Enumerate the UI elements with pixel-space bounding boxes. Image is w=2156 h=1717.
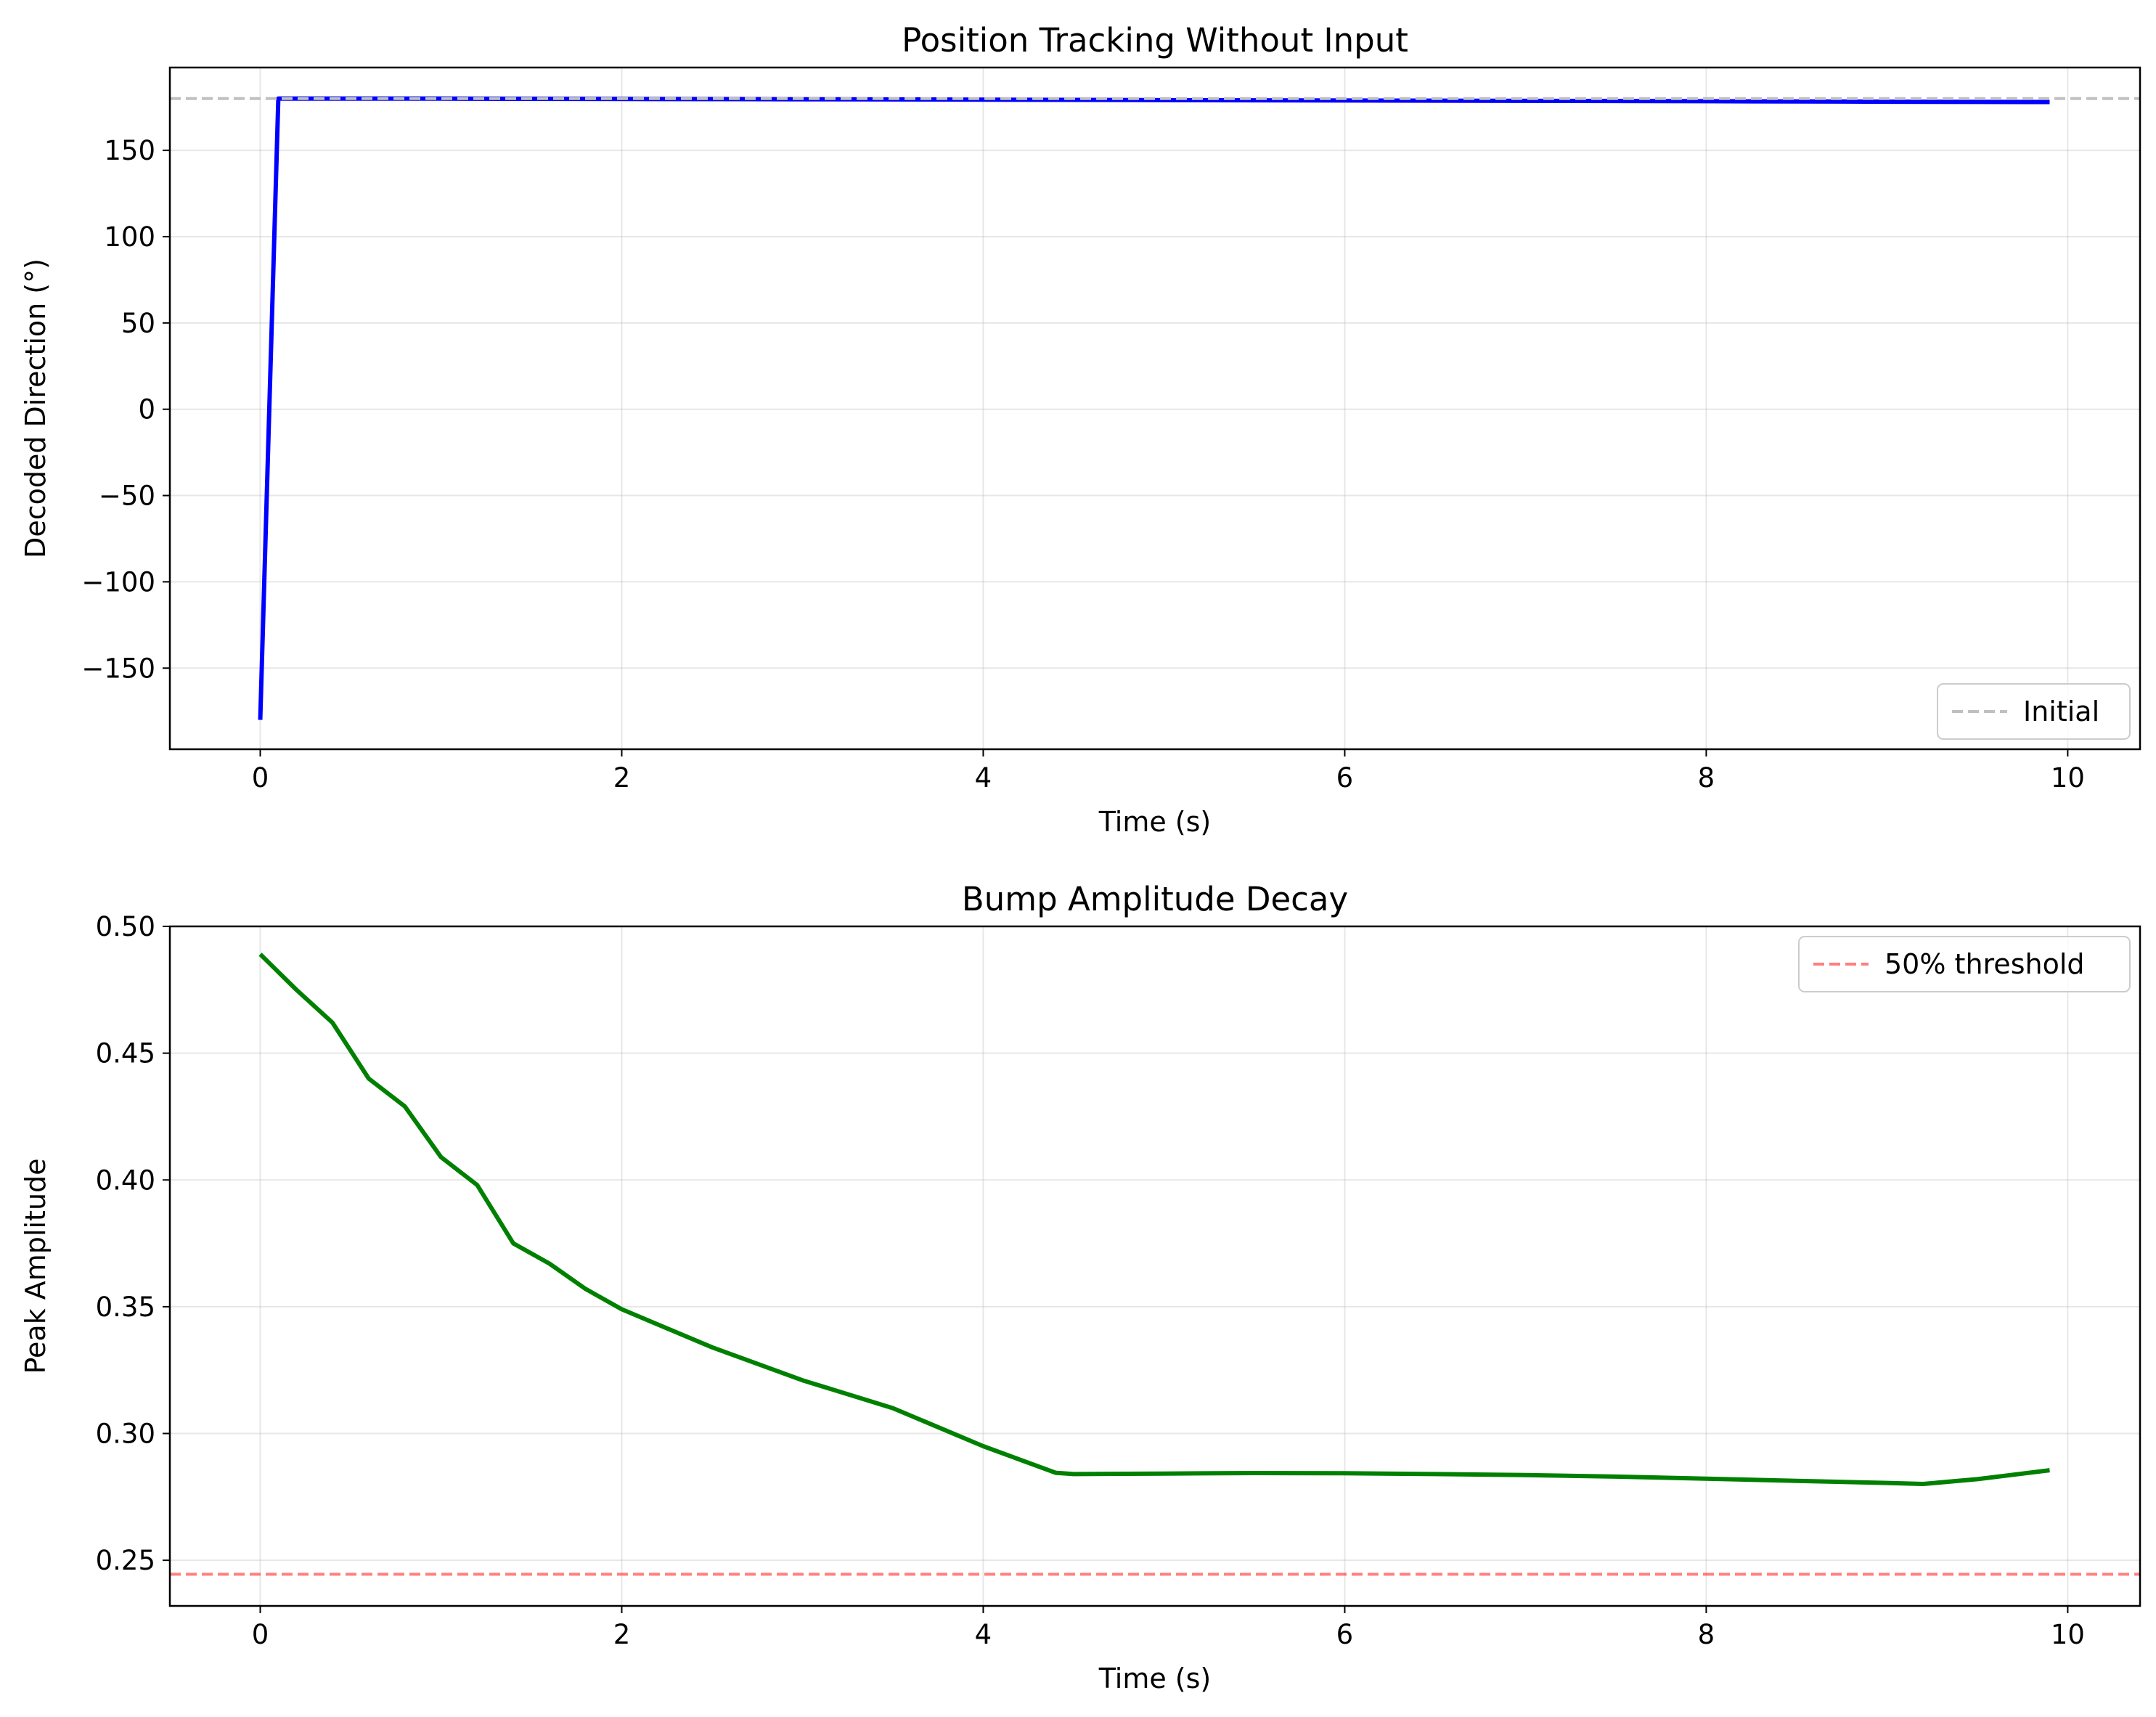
axes-frame	[168, 925, 2141, 1607]
x-tick-label: 10	[2051, 1619, 2085, 1650]
y-tick-label: 0.45	[96, 1038, 155, 1069]
x-tick-label: 6	[1336, 1619, 1354, 1650]
grid	[170, 926, 2140, 1606]
series	[170, 96, 2140, 720]
x-tick-label: 10	[2051, 762, 2085, 794]
y-tick-label: 0.40	[96, 1165, 155, 1196]
x-tick-label: 2	[613, 1619, 631, 1650]
x-tick-label: 4	[975, 1619, 992, 1650]
x-tick-label: 4	[975, 762, 992, 794]
series	[170, 953, 2140, 1576]
y-tick-label: 0.30	[96, 1419, 155, 1450]
x-axis-label: Time (s)	[1098, 806, 1212, 838]
y-tick-label: −100	[81, 566, 155, 598]
chart-title: Position Tracking Without Input	[902, 21, 1408, 60]
y-tick-label: −150	[81, 653, 155, 684]
ticks: 0 2 4 6 8 10 0.25 0.30 0.35 0.40 0.45 0.50	[96, 911, 2085, 1650]
x-tick-label: 6	[1336, 762, 1354, 794]
x-tick-label: 2	[613, 762, 631, 794]
grid	[170, 68, 2140, 749]
y-tick-label: 0.25	[96, 1545, 155, 1576]
y-tick-label: 50	[121, 308, 155, 339]
x-tick-label: 8	[1698, 762, 1715, 794]
x-tick-label: 8	[1698, 1619, 1715, 1650]
panel-position-tracking: 0 2 4 6 8 10 −150 −100 −50 0 50 100 150 Position Tra…	[20, 21, 2141, 838]
legend: Initial	[1937, 683, 2131, 740]
y-tick-label: −50	[99, 481, 155, 512]
y-axis-label: Peak Amplitude	[20, 1158, 52, 1374]
y-tick-label: 0.35	[96, 1292, 155, 1323]
x-tick-label: 0	[252, 762, 269, 794]
axes-frame	[168, 66, 2141, 751]
panel-bump-amplitude: 0 2 4 6 8 10 0.25 0.30 0.35 0.40 0.45 0.50 Bump Amp…	[20, 880, 2141, 1694]
legend-label-initial: Initial	[2023, 696, 2099, 727]
y-axis-label: Decoded Direction (°)	[20, 258, 52, 558]
legend-label-threshold: 50% threshold	[1885, 948, 2085, 980]
y-tick-label: 150	[104, 135, 155, 166]
legend: 50% threshold	[1798, 936, 2131, 992]
y-tick-label: 100	[104, 221, 155, 253]
legend-box	[1937, 683, 2131, 740]
chart-title: Bump Amplitude Decay	[962, 880, 1348, 918]
ticks: 0 2 4 6 8 10 −150 −100 −50 0 50 100 150	[81, 135, 2085, 794]
x-tick-label: 0	[252, 1619, 269, 1650]
legend-box	[1798, 936, 2131, 992]
x-axis-label: Time (s)	[1098, 1663, 1212, 1694]
y-tick-label: 0.50	[96, 911, 155, 942]
y-tick-label: 0	[138, 394, 155, 425]
series-line	[258, 953, 2050, 1486]
